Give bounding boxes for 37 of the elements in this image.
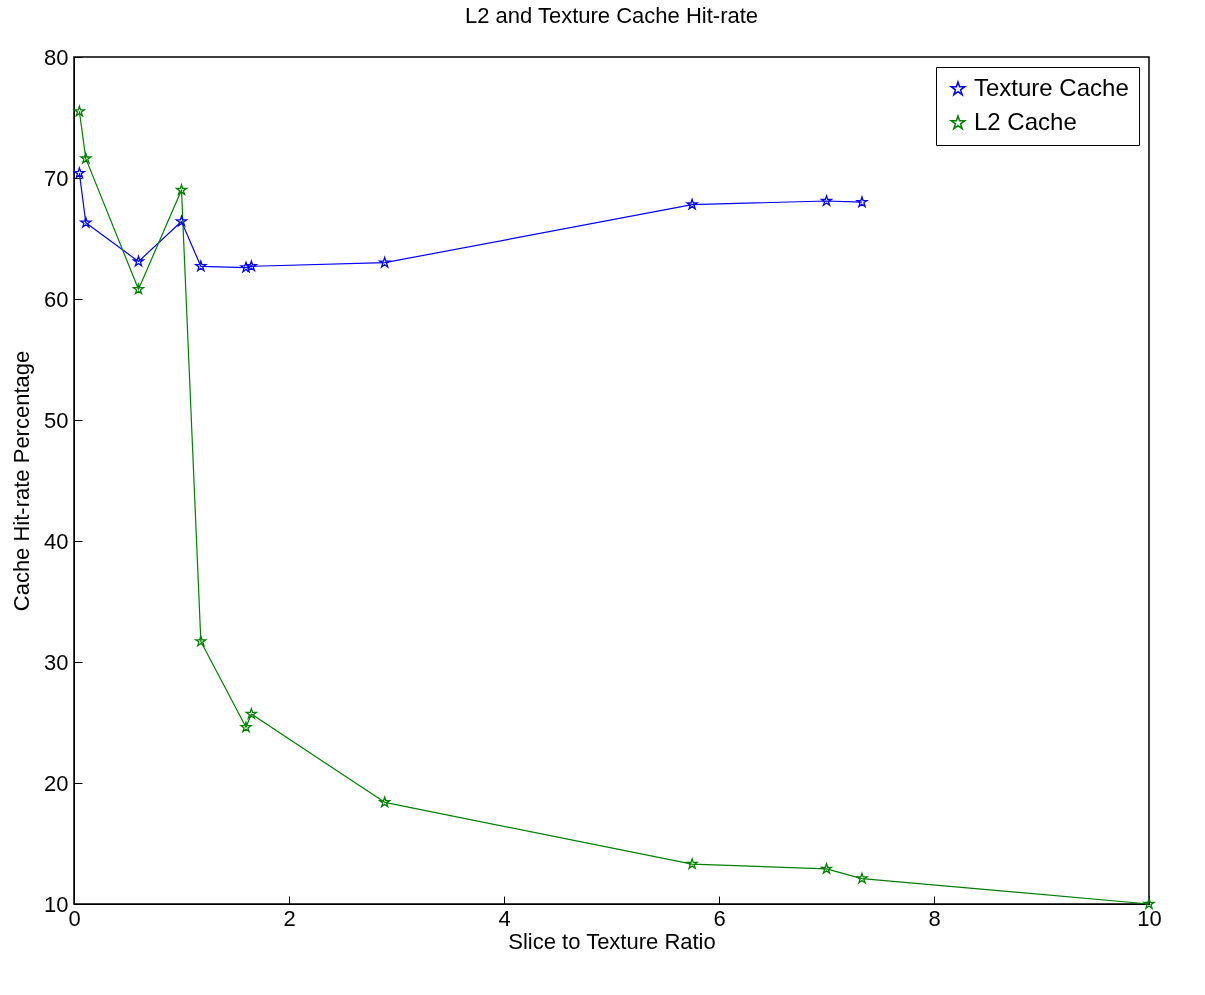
y-tick-label: 40 <box>44 528 69 554</box>
y-tick-label: 50 <box>44 407 69 433</box>
point <box>80 216 92 228</box>
point <box>240 261 252 273</box>
x-tick-label: 10 <box>1137 905 1162 931</box>
point <box>73 167 86 179</box>
point <box>686 198 698 210</box>
point <box>856 872 868 884</box>
x-tick-label: 2 <box>283 905 296 931</box>
legend-label: L2 Cache <box>974 108 1077 135</box>
y-tick-label: 60 <box>44 286 69 312</box>
x-tick-label: 4 <box>498 905 511 931</box>
point <box>132 255 145 267</box>
point <box>80 152 92 164</box>
x-axis-title: Slice to Texture Ratio <box>508 928 716 954</box>
chart-title: L2 and Texture Cache Hit-rate <box>464 3 759 28</box>
y-tick-label: 80 <box>44 44 69 70</box>
x-tick-label: 8 <box>928 905 941 931</box>
point <box>820 195 833 206</box>
y-axis-title: Cache Hit-rate Percentage <box>9 350 35 612</box>
point <box>240 721 252 733</box>
legend-label: Texture Cache <box>974 74 1129 101</box>
point <box>245 260 258 272</box>
point <box>132 283 145 295</box>
point <box>856 196 868 208</box>
y-tick-label: 70 <box>44 165 69 191</box>
point <box>195 635 207 647</box>
point <box>245 708 258 719</box>
x-tick-label: 6 <box>713 905 726 931</box>
point <box>195 260 207 272</box>
y-tick-label: 20 <box>44 770 69 796</box>
point <box>175 184 188 195</box>
point <box>686 858 698 869</box>
x-tick-label: 0 <box>68 905 81 931</box>
point <box>175 215 188 227</box>
y-tick-label: 30 <box>44 649 69 675</box>
point <box>73 105 86 117</box>
